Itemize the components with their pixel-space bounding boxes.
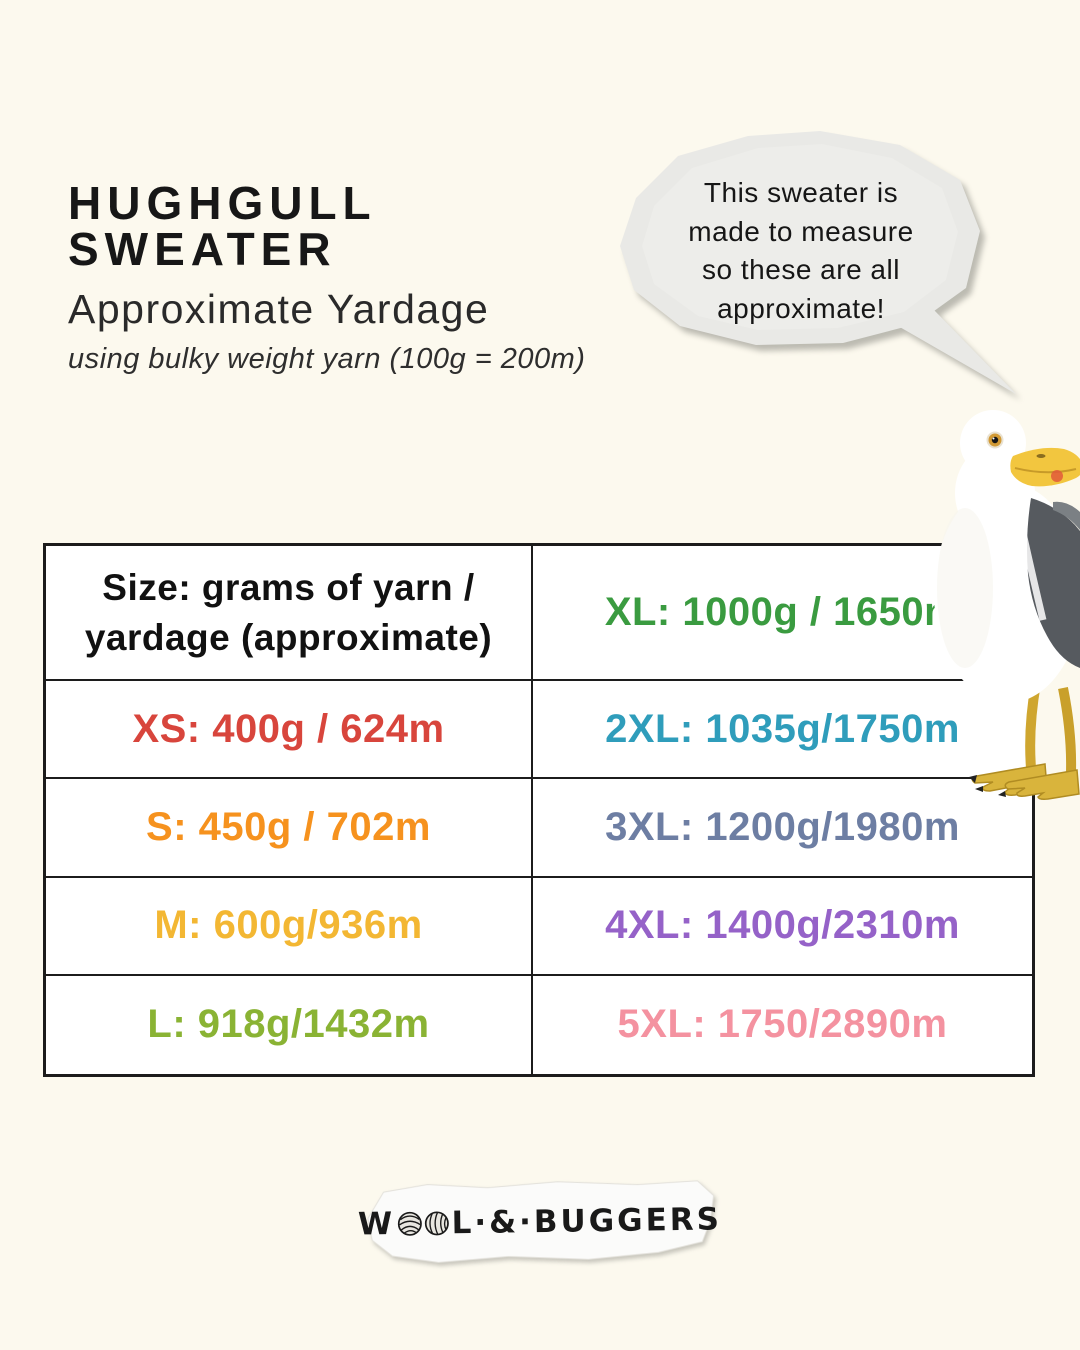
size-cell-xs: XS: 400g / 624m (46, 681, 533, 780)
seagull-drawing (934, 410, 1080, 800)
gull-beak-spot (1051, 470, 1063, 482)
size-cell-l: L: 918g/1432m (46, 975, 533, 1074)
speech-bubble-shape (620, 131, 1016, 394)
gull-nostril (1036, 454, 1046, 458)
logo-text-rest: L·&·BUGGERS (451, 1201, 723, 1242)
yardage-table: Size: grams of yarn / yardage (approxima… (43, 543, 1035, 1077)
size-cell-s: S: 450g / 702m (46, 779, 533, 878)
gull-right-leg (1058, 687, 1077, 773)
torn-paper (367, 1180, 715, 1263)
size-cell-2xl: 2XL: 1035g/1750m (533, 681, 1032, 780)
size-cell-xl: XL: 1000g / 1650m (533, 546, 1032, 681)
gull-feather-wisp (1019, 532, 1047, 621)
bubble-line: made to measure (688, 215, 914, 247)
bubble-line: This sweater is (703, 177, 899, 208)
heading-block: HUGHGULL SWEATER Approximate Yardage usi… (68, 180, 668, 376)
speech-bubble: This sweater is made to measure so these… (608, 126, 1038, 421)
table-header-line: yardage (approximate) (84, 616, 493, 658)
gull-eye-pupil (991, 436, 999, 444)
table-header-size: Size: grams of yarn / yardage (approxima… (46, 546, 533, 681)
yarn-ball-icon (424, 1211, 449, 1236)
speech-bubble-text: This sweater is made to measure so these… (636, 174, 966, 329)
bubble-line: approximate! (717, 292, 885, 324)
gull-beak-line (1014, 467, 1077, 474)
bubble-line: so these are all (702, 254, 900, 286)
gull-claws (969, 775, 1006, 797)
gull-beak (1010, 447, 1080, 487)
size-cell-3xl: 3XL: 1200g/1980m (533, 779, 1032, 878)
size-cell-4xl: 4XL: 1400g/2310m (533, 878, 1032, 976)
gull-right-foot (1004, 769, 1080, 800)
gull-breast-shading (937, 508, 993, 668)
page-title: HUGHGULL SWEATER (68, 177, 376, 275)
yarn-weight-note: using bulky weight yarn (100g = 200m) (68, 343, 586, 375)
gull-wing-highlight (1053, 501, 1080, 530)
table-header-line: Size: grams of yarn / (102, 566, 475, 608)
gull-wing (1027, 498, 1080, 668)
gull-eye-highlight (992, 437, 995, 440)
logo-text-w: W (357, 1206, 396, 1243)
size-cell-m: M: 600g/936m (46, 877, 533, 976)
size-cell-5xl: 5XL: 1750/2890m (617, 1002, 948, 1047)
brand-logo: W L·&·BUGGERS (357, 1173, 722, 1270)
seagull-image (905, 398, 1080, 800)
yarn-ball-icon (398, 1211, 423, 1236)
page-subtitle: Approximate Yardage (68, 286, 490, 332)
logo-wordmark: W L·&·BUGGERS (357, 1173, 722, 1270)
